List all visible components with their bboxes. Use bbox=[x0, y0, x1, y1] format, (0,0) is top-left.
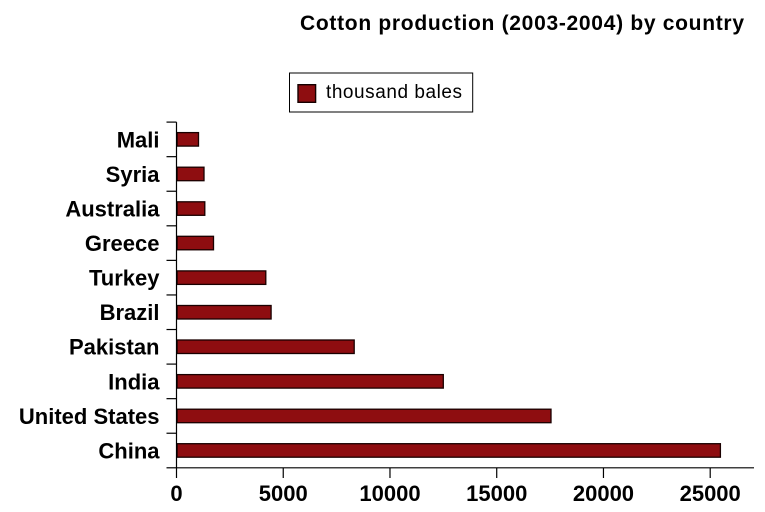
svg-text:15000: 15000 bbox=[466, 481, 527, 506]
svg-text:Brazil: Brazil bbox=[100, 300, 160, 325]
svg-text:0: 0 bbox=[170, 481, 182, 506]
svg-text:Mali: Mali bbox=[117, 127, 160, 152]
svg-text:10000: 10000 bbox=[359, 481, 420, 506]
svg-text:Turkey: Turkey bbox=[89, 266, 160, 291]
svg-text:Pakistan: Pakistan bbox=[69, 335, 160, 360]
svg-text:India: India bbox=[108, 369, 160, 394]
svg-text:United States: United States bbox=[19, 404, 160, 429]
svg-text:thousand bales: thousand bales bbox=[326, 82, 462, 103]
svg-text:Australia: Australia bbox=[65, 196, 160, 221]
svg-text:5000: 5000 bbox=[259, 481, 308, 506]
svg-text:China: China bbox=[98, 438, 160, 463]
svg-text:25000: 25000 bbox=[680, 481, 741, 506]
svg-text:Greece: Greece bbox=[85, 231, 160, 256]
svg-text:20000: 20000 bbox=[573, 481, 634, 506]
svg-text:Syria: Syria bbox=[106, 162, 161, 187]
svg-text:Cotton production (2003-2004): Cotton production (2003-2004) by country bbox=[300, 12, 744, 35]
